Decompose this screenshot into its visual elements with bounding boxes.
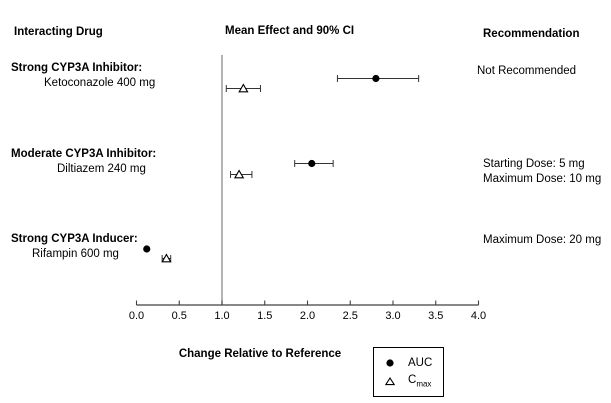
x-axis-tick-label: 0.5: [172, 310, 187, 322]
x-axis-title: Change Relative to Reference: [178, 348, 342, 360]
x-axis-tick-label: 3.0: [385, 310, 400, 322]
recommendation-line: Starting Dose: 5 mg: [483, 158, 585, 170]
recommendation-line: Maximum Dose: 10 mg: [483, 173, 602, 185]
column-header-interacting-drug: Interacting Drug: [14, 26, 103, 38]
legend: AUC Cmax: [373, 347, 444, 397]
drug-group-moderate-cyp3a-inhibitor: Moderate CYP3A Inhibitor: Diltiazem 240 …: [11, 147, 156, 177]
open-triangle-icon: [385, 377, 395, 386]
drug-group-strong-cyp3a-inducer: Strong CYP3A Inducer: Rifampin 600 mg: [11, 232, 138, 262]
legend-item-auc: AUC: [385, 355, 443, 371]
drug-group-title: Strong CYP3A Inhibitor:: [11, 62, 143, 74]
x-axis-tick-label: 3.5: [428, 310, 443, 322]
recommendation-ketoconazole: Not Recommended: [477, 64, 576, 79]
drug-name: Rifampin 600 mg: [32, 248, 119, 260]
x-axis-tick-label: 2.0: [300, 310, 315, 322]
recommendation-diltiazem: Starting Dose: 5 mg Maximum Dose: 10 mg: [483, 157, 601, 187]
drug-group-title: Moderate CYP3A Inhibitor:: [11, 148, 157, 160]
cmax-marker: [238, 83, 249, 93]
x-axis-tick-label: 4.0: [471, 310, 486, 322]
x-axis-tick-label: 2.5: [343, 310, 358, 322]
legend-item-cmax: Cmax: [385, 374, 443, 390]
recommendation-line: Not Recommended: [477, 65, 577, 77]
auc-marker: [372, 74, 380, 83]
drug-name: Diltiazem 240 mg: [57, 163, 146, 175]
x-axis-tick-label: 1.0: [214, 310, 229, 322]
column-header-mean-effect-ci: Mean Effect and 90% CI: [225, 25, 355, 37]
filled-circle-icon: [385, 358, 395, 367]
auc-marker: [308, 159, 316, 168]
drug-name: Ketoconazole 400 mg: [44, 77, 156, 89]
cmax-marker: [233, 169, 245, 179]
cmax-marker: [161, 253, 172, 263]
drug-group-strong-cyp3a-inhibitor: Strong CYP3A Inhibitor: Ketoconazole 400…: [11, 61, 155, 91]
x-axis-tick-label: 0.0: [129, 310, 144, 322]
drug-group-title: Strong CYP3A Inducer:: [11, 233, 138, 245]
auc-marker: [143, 245, 151, 253]
legend-label-auc: AUC: [408, 356, 433, 369]
column-header-recommendation: Recommendation: [483, 28, 580, 40]
recommendation-line: Maximum Dose: 20 mg: [483, 234, 602, 246]
x-axis-tick-label: 1.5: [257, 310, 272, 322]
recommendation-rifampin: Maximum Dose: 20 mg: [483, 233, 601, 248]
legend-label-cmax: Cmax: [408, 374, 432, 389]
